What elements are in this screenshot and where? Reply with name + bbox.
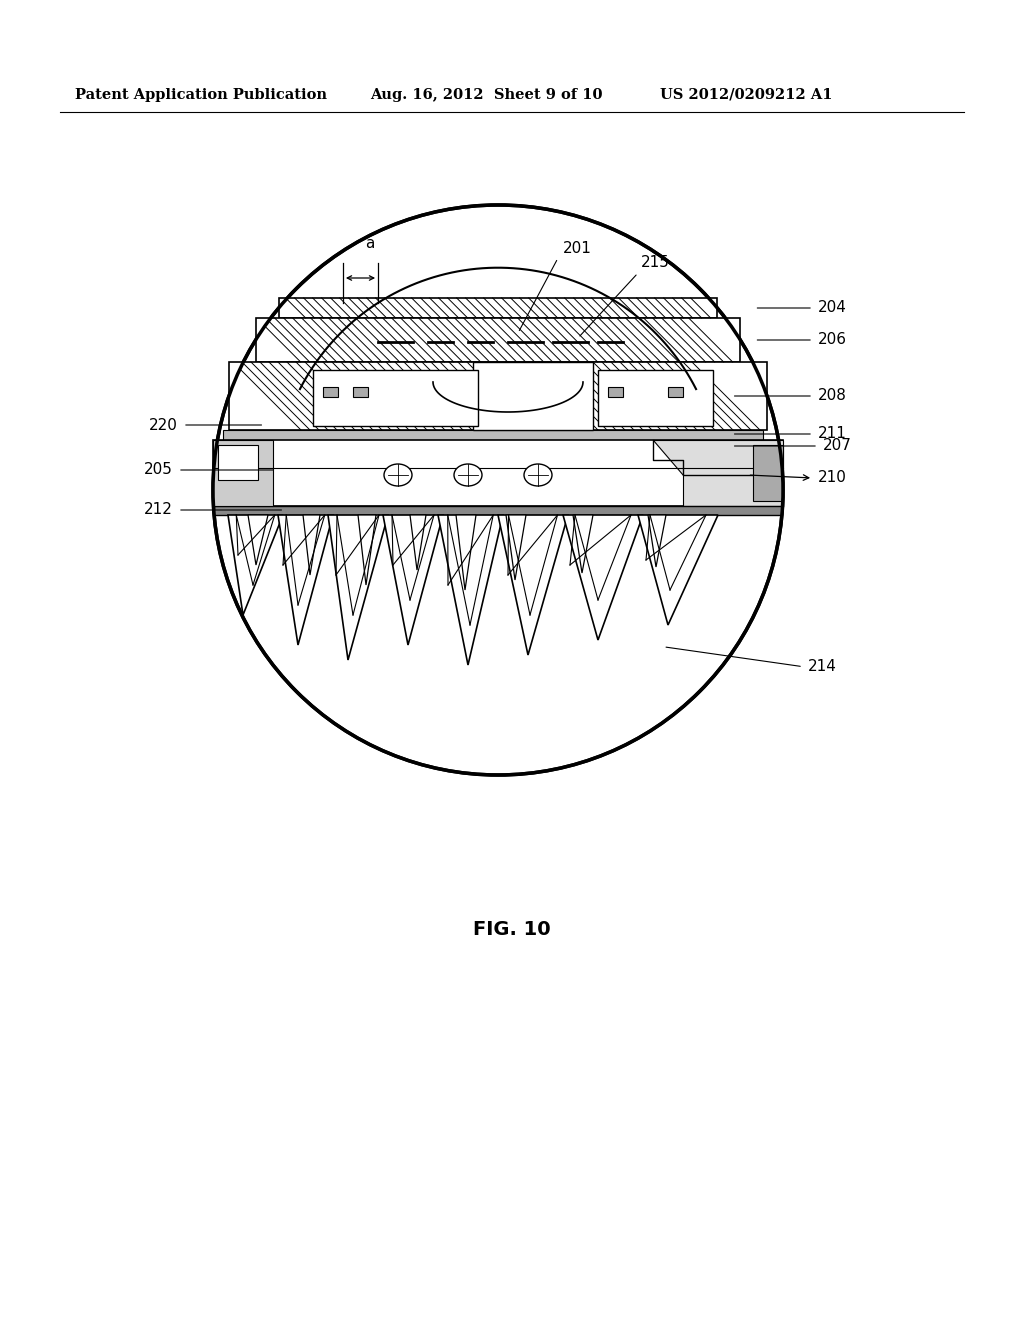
Polygon shape (648, 515, 666, 568)
Bar (213, 440, 782, 506)
Bar (214, 506, 782, 515)
Text: 215: 215 (641, 255, 670, 271)
Text: 207: 207 (823, 438, 852, 454)
Bar (353, 387, 368, 397)
Text: 214: 214 (808, 659, 837, 675)
Polygon shape (498, 515, 568, 655)
Bar (279, 298, 718, 318)
Polygon shape (303, 515, 319, 576)
Bar (223, 430, 763, 442)
Polygon shape (653, 440, 782, 506)
Polygon shape (328, 515, 388, 660)
Polygon shape (438, 515, 503, 665)
Polygon shape (278, 515, 333, 645)
Text: 205: 205 (144, 462, 173, 478)
Polygon shape (358, 515, 376, 585)
Text: 204: 204 (818, 301, 847, 315)
Bar (256, 318, 740, 362)
Bar (668, 387, 683, 397)
Text: 206: 206 (818, 333, 847, 347)
Polygon shape (573, 515, 593, 573)
Bar (323, 387, 338, 397)
Bar (313, 370, 478, 426)
Circle shape (213, 205, 783, 775)
Polygon shape (248, 515, 268, 565)
Bar (608, 387, 623, 397)
Bar (213, 440, 273, 506)
Text: Patent Application Publication: Patent Application Publication (75, 88, 327, 102)
Bar (218, 445, 258, 480)
Text: 212: 212 (144, 503, 173, 517)
Text: FIG. 10: FIG. 10 (473, 920, 551, 939)
Text: 208: 208 (818, 388, 847, 404)
Polygon shape (228, 515, 283, 615)
Polygon shape (506, 515, 526, 579)
Text: 201: 201 (563, 242, 592, 256)
Polygon shape (410, 515, 426, 570)
Text: 210: 210 (818, 470, 847, 486)
Polygon shape (383, 515, 443, 645)
Bar (229, 362, 767, 430)
Polygon shape (638, 515, 718, 624)
Ellipse shape (384, 465, 412, 486)
Bar (473, 362, 593, 430)
Bar (223, 442, 763, 450)
Text: 220: 220 (150, 417, 178, 433)
Bar (753, 445, 782, 502)
Ellipse shape (524, 465, 552, 486)
Text: 211: 211 (818, 426, 847, 441)
Ellipse shape (454, 465, 482, 486)
Text: Aug. 16, 2012  Sheet 9 of 10: Aug. 16, 2012 Sheet 9 of 10 (370, 88, 602, 102)
Text: a: a (366, 236, 375, 251)
Text: US 2012/0209212 A1: US 2012/0209212 A1 (660, 88, 833, 102)
Bar (598, 370, 713, 426)
Polygon shape (456, 515, 476, 590)
Polygon shape (563, 515, 643, 640)
